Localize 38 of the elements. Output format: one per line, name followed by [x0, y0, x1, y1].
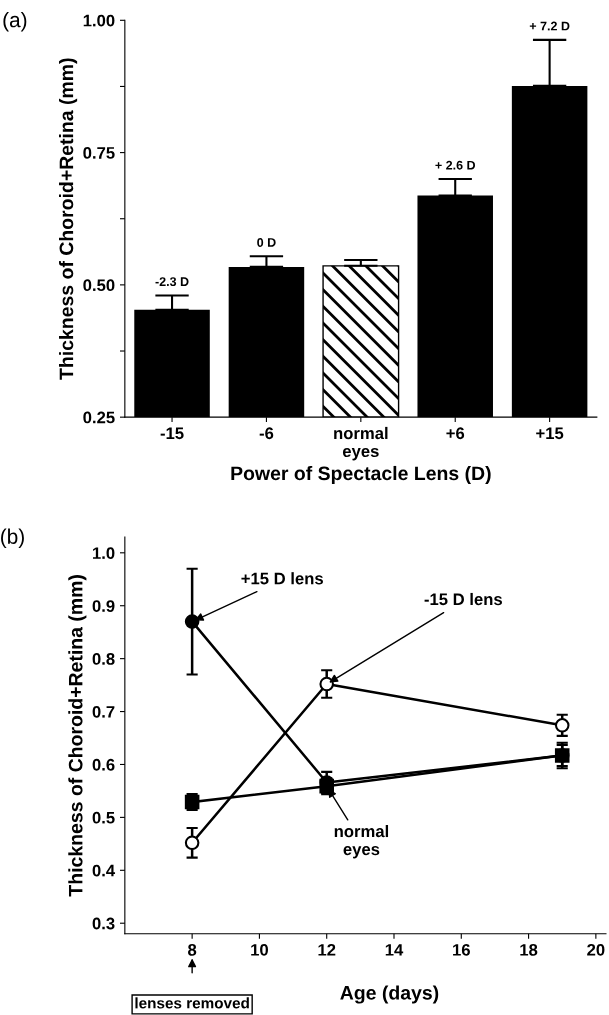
- chart-title: (a): [3, 11, 27, 32]
- y-tick-label: 0.3: [92, 917, 115, 930]
- x-tick-label: +15: [536, 427, 564, 440]
- y-tick-label: 0.75: [83, 146, 115, 159]
- x-axis-title: Age (days): [340, 985, 439, 1004]
- x-tick-label: normal eyes: [334, 426, 388, 461]
- y-tick-label: 0.4: [92, 864, 116, 877]
- x-tick-label: 12: [318, 943, 336, 956]
- y-tick-label: 1.00: [83, 14, 115, 27]
- text: -15 D lens: [424, 592, 502, 606]
- x-tick-label: 8: [188, 943, 197, 956]
- y-tick-label: 0.9: [92, 600, 115, 612]
- x-tick-label: 18: [520, 943, 538, 956]
- y-tick-label: 0.8: [92, 653, 115, 665]
- annotation: -2.3 D: [155, 277, 189, 287]
- x-tick-label: -15: [160, 427, 184, 440]
- annotation: + 7.2 D: [529, 21, 570, 31]
- y-tick-label: 0.5: [92, 811, 115, 824]
- x-tick-label: +6: [446, 427, 465, 440]
- y-axis-title: Thickness of Choroid+Retina (mm): [59, 58, 78, 380]
- y-tick-label: 0.25: [83, 411, 115, 424]
- x-tick-label: 10: [251, 943, 269, 956]
- x-tick-label: 20: [587, 943, 605, 956]
- x-axis-title: Power of Spectacle Lens (D): [231, 465, 491, 485]
- text: lenses removed: [135, 997, 249, 1009]
- x-tick-label: -6: [259, 427, 274, 440]
- y-tick-label: 0.7: [92, 705, 115, 718]
- x-tick-label: 16: [453, 943, 470, 956]
- annotation: + 2.6 D: [435, 160, 476, 170]
- annotation: 0 D: [257, 238, 276, 247]
- y-tick-label: 0.6: [92, 758, 115, 771]
- chart-title: (b): [1, 528, 24, 549]
- x-tick-label: 14: [385, 944, 404, 956]
- text: +15 D lens: [241, 572, 323, 585]
- legend-label: normal eyes: [334, 824, 389, 859]
- y-tick-label: 0.50: [83, 279, 115, 292]
- y-axis-title: Thickness of Choroid+Retina (mm): [68, 575, 87, 897]
- y-tick-label: 1.0: [93, 547, 115, 560]
